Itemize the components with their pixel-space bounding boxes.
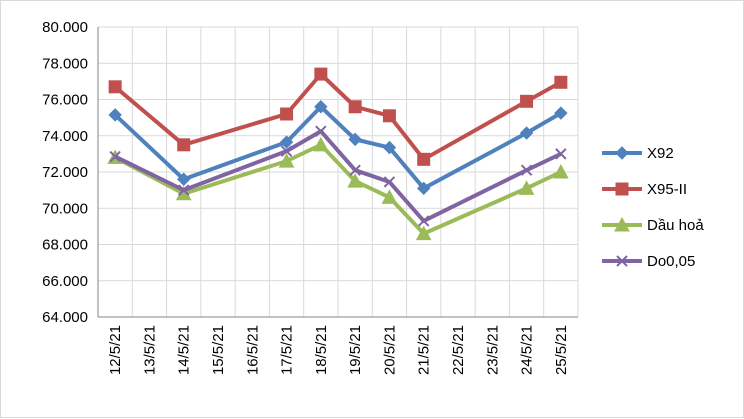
point-marker [382,109,396,123]
point-marker [383,176,396,188]
point-marker [178,184,190,196]
point-marker [555,148,567,160]
series-lines [107,67,569,241]
x-tick-label: 21/5/21 [416,325,433,375]
axes [97,27,578,318]
point-marker [348,100,362,114]
point-marker [177,138,191,152]
x-tick-label: 24/5/21 [519,325,536,375]
x-tick-label: 16/5/21 [244,325,261,375]
legend-label: X92 [647,145,674,162]
y-tick-label: 70.000 [42,200,88,217]
point-marker [314,100,328,114]
legend-label: Dầu hoả [647,217,704,234]
point-marker [554,106,568,120]
point-marker [554,75,568,89]
point-marker [280,107,294,121]
point-marker [553,163,569,179]
point-marker [347,173,363,188]
y-tick-label: 80.000 [42,19,88,36]
x-tick-label: 17/5/21 [279,325,296,375]
x-tick-label: 12/5/21 [107,325,124,375]
point-marker [280,145,293,157]
point-marker [108,108,122,122]
point-marker [518,180,535,195]
point-marker [615,182,629,196]
point-marker [381,189,398,204]
x-tick-label: 15/5/21 [210,325,227,375]
point-marker [349,164,361,176]
legend-label: Do0,05 [647,253,695,270]
y-tick-label: 78.000 [42,55,88,72]
series-x95-ii [108,67,568,166]
grid [97,26,579,318]
point-marker [417,152,431,166]
point-marker [615,146,629,160]
point-marker [382,140,397,155]
x-tick-label: 13/5/21 [141,325,158,375]
point-marker [415,225,432,241]
legend-item: X95-II [602,181,687,198]
point-marker [348,132,362,147]
legend-item: Do0,05 [602,253,695,270]
tick-labels: 64.000 66.000 68.000 70.000 72.000 74.000 76.0… [42,19,570,375]
point-marker [313,136,329,152]
x-tick-label: 22/5/21 [450,325,467,375]
point-marker [278,153,295,168]
y-tick-label: 68.000 [42,237,88,254]
point-marker [177,172,191,186]
point-marker [519,126,534,140]
point-marker [314,67,328,81]
legend: X92 X95-II Dầu hoả Do0,05 [602,145,704,270]
point-marker [109,150,121,163]
x-tick-label: 25/5/21 [553,325,570,375]
point-marker [520,94,534,108]
x-tick-label: 23/5/21 [484,325,501,375]
series-x92 [108,100,568,196]
y-tick-label: 66.000 [42,273,88,290]
point-marker [418,215,430,227]
point-marker [315,125,327,137]
legend-label: X95-II [647,181,687,198]
legend-item: X92 [602,145,674,162]
x-tick-label: 14/5/21 [176,325,193,375]
y-tick-label: 76.000 [42,92,88,109]
series-do0-05 [109,125,567,227]
x-tick-label: 19/5/21 [347,325,364,375]
point-marker [520,164,533,176]
x-tick-label: 20/5/21 [381,325,398,375]
point-marker [279,135,294,149]
y-tick-label: 74.000 [42,128,88,145]
point-marker [108,80,122,94]
series-d-u-ho- [107,136,569,241]
point-marker [417,181,431,196]
y-tick-label: 72.000 [42,164,88,181]
y-tick-label: 64.000 [42,309,88,326]
point-marker [616,255,628,267]
legend-item: Dầu hoả [602,216,704,234]
x-tick-label: 18/5/21 [313,325,330,375]
point-marker [614,216,630,232]
